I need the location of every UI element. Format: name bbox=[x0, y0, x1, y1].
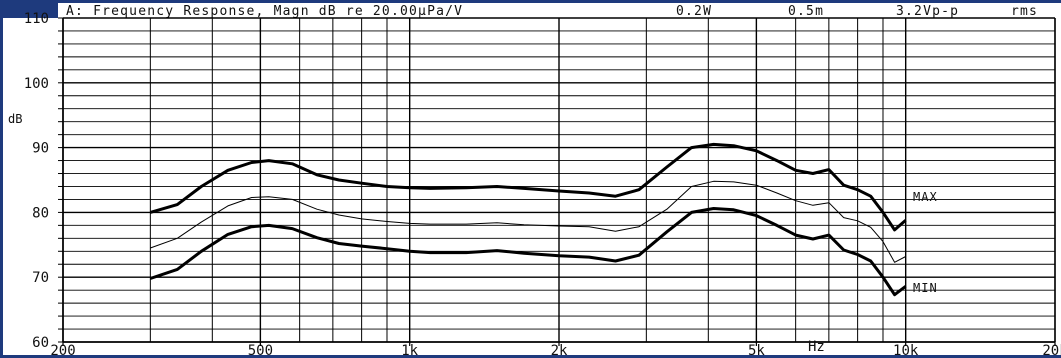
y-tick-label: 70 bbox=[32, 270, 49, 286]
y-tick-label: 90 bbox=[32, 141, 49, 157]
y-axis-unit: dB bbox=[8, 112, 22, 126]
chart-title: A: Frequency Response, Magn dB re 20.00µ… bbox=[66, 4, 463, 19]
grid bbox=[58, 17, 1056, 343]
series-line-avg bbox=[150, 180, 906, 263]
series-label-min: MIN bbox=[913, 281, 938, 295]
y-tick-label: 100 bbox=[24, 76, 49, 92]
series-line-min bbox=[149, 207, 907, 297]
bottom-band bbox=[0, 355, 1061, 358]
series-line-max bbox=[149, 142, 907, 232]
left-band bbox=[0, 0, 3, 358]
x-tick-labels: 200 500 1k 2k 5k 10k 20k bbox=[50, 342, 1061, 358]
x-tick-label: 500 bbox=[248, 343, 273, 358]
x-tick-label: 5k bbox=[748, 343, 765, 358]
series-label-max: MAX bbox=[913, 190, 938, 204]
x-tick-label: 200 bbox=[50, 343, 75, 358]
voltage-label: 3.2Vp-p bbox=[896, 4, 959, 19]
header-inner bbox=[58, 3, 1061, 18]
power-label: 0.2W bbox=[676, 4, 712, 19]
y-tick-labels: 60 70 80 90 100 110 bbox=[24, 11, 49, 351]
x-tick-label: 20k bbox=[1042, 343, 1061, 358]
x-tick-label: 10k bbox=[893, 343, 919, 358]
series-lines bbox=[149, 142, 907, 297]
distance-label: 0.5m bbox=[788, 4, 824, 19]
x-axis-unit: Hz bbox=[808, 339, 825, 355]
y-tick-label: 110 bbox=[24, 11, 49, 27]
y-tick-label: 60 bbox=[32, 335, 49, 351]
mode-label: rms bbox=[1011, 4, 1038, 19]
y-tick-label: 80 bbox=[32, 205, 49, 221]
x-tick-label: 2k bbox=[551, 343, 568, 358]
x-tick-label: 1k bbox=[401, 343, 418, 358]
